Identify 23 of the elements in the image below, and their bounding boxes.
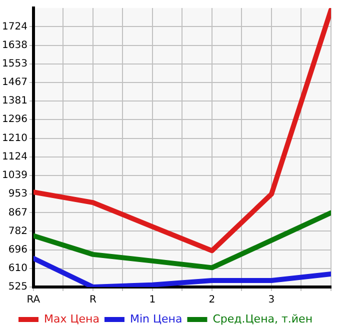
y-tick-label: 1638 [2,40,28,51]
y-tick-label: 1381 [2,96,28,107]
y-tick-label: 1553 [2,58,28,70]
y-tick-label: 953 [8,188,28,200]
legend-label: Сред.Цена, т.йен [212,312,313,326]
y-tick-label: 1467 [2,77,28,88]
y-tick-label: 610 [8,263,28,274]
y-tick-label: 1296 [2,114,28,126]
y-tick-label: 1210 [2,132,28,144]
legend-label: Max Цена [44,312,100,326]
x-tick-label: 3 [268,294,275,306]
y-tick-label: 696 [8,244,28,256]
x-tick-label: RA [26,294,40,306]
legend-label: Min Цена [130,312,182,326]
y-tick-label: 1124 [2,152,28,163]
y-tick-label: 867 [8,207,28,218]
x-tick-label: R [89,294,96,306]
y-tick-label: 782 [8,226,28,237]
y-tick-label: 1724 [2,21,28,32]
y-tick-label: 525 [8,282,28,293]
x-tick-label: 1 [149,294,156,306]
x-tick-label: 2 [208,294,216,306]
y-tick-label: 1039 [2,170,28,181]
